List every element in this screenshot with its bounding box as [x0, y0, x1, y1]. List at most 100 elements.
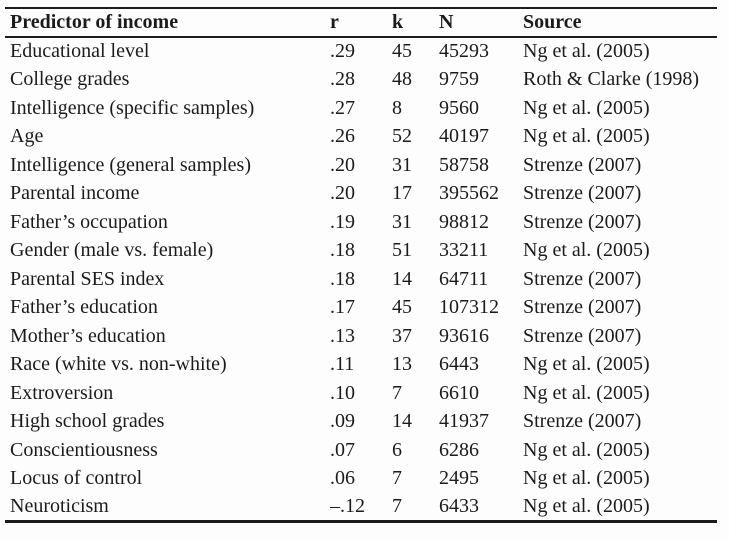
header-r: r [330, 8, 392, 38]
cell-r: .29 [330, 40, 355, 63]
cell-k: 31 [392, 153, 412, 176]
cell-k: 37 [392, 324, 412, 347]
cell-k: 45 [392, 40, 412, 63]
cell-r: .06 [330, 467, 355, 490]
cell-r: .18 [330, 267, 355, 290]
header-k: k [392, 8, 439, 38]
cell-source: Ng et al. (2005) [523, 353, 650, 376]
cell-k: 13 [392, 353, 412, 376]
cell-n: 9560 [439, 96, 479, 119]
cell-r: .17 [330, 296, 355, 319]
cell-source: Ng et al. (2005) [523, 96, 650, 119]
cell-predictor: Extroversion [10, 381, 114, 404]
cell-source: Ng et al. (2005) [523, 40, 650, 63]
cell-n: 93616 [439, 324, 489, 347]
table-row: Intelligence (specific samples) .27 8 9560 N… [5, 94, 717, 123]
cell-predictor: Race (white vs. non-white) [10, 353, 227, 376]
cell-r: .07 [330, 438, 355, 461]
table-row: Locus of control .06 7 2495 Ng et al. (2005) [5, 465, 717, 494]
cell-k: 31 [392, 210, 412, 233]
cell-source: Strenze (2007) [523, 153, 642, 176]
table-row: Neuroticism –.12 7 6433 Ng et al. (2005) [5, 493, 717, 522]
cell-predictor: High school grades [10, 410, 165, 433]
table-row: Age .26 52 40197 Ng et al. (2005) [5, 123, 717, 152]
cell-n: 6433 [439, 495, 479, 517]
cell-n: 6443 [439, 353, 479, 376]
cell-predictor: College grades [10, 68, 130, 91]
cell-source: Roth & Clarke (1998) [523, 68, 700, 91]
cell-r: .28 [330, 68, 355, 91]
table-body: Educational level .29 45 45293 Ng et al. (20… [5, 37, 717, 522]
cell-source: Strenze (2007) [523, 267, 642, 290]
cell-predictor: Educational level [10, 40, 150, 63]
table-row: Father’s education .17 45 107312 Strenze (20… [5, 294, 717, 323]
header-row: Predictor of income r k N Source [5, 8, 717, 38]
cell-n: 64711 [439, 267, 489, 290]
cell-n: 2495 [439, 467, 479, 490]
cell-n: 45293 [439, 40, 489, 63]
cell-r: .10 [330, 381, 355, 404]
cell-n: 33211 [439, 239, 489, 262]
cell-k: 52 [392, 125, 412, 148]
cell-source: Strenze (2007) [523, 410, 642, 433]
cell-r: .09 [330, 410, 355, 433]
cell-n: 98812 [439, 210, 489, 233]
cell-k: 17 [392, 182, 412, 205]
cell-source: Ng et al. (2005) [523, 239, 650, 262]
cell-source: Ng et al. (2005) [523, 438, 650, 461]
header-predictor-of-income: Predictor of income [5, 8, 330, 38]
cell-n: 6286 [439, 438, 479, 461]
table-row: Gender (male vs. female) .18 51 33211 Ng et … [5, 237, 717, 266]
cell-source: Strenze (2007) [523, 210, 642, 233]
table-row: Parental SES index .18 14 64711 Strenze (200… [5, 265, 717, 294]
table-header: Predictor of income r k N Source [5, 8, 717, 38]
income-predictors-table: Predictor of income r k N Source Educati… [5, 7, 717, 523]
cell-r: .20 [330, 182, 355, 205]
table-row: College grades .28 48 9759 Roth & Clarke (19… [5, 66, 717, 95]
table-row: Mother’s education .13 37 93616 Strenze (200… [5, 322, 717, 351]
cell-k: 7 [392, 467, 402, 490]
cell-source: Strenze (2007) [523, 324, 642, 347]
cell-predictor: Locus of control [10, 467, 143, 490]
cell-predictor: Age [10, 125, 44, 148]
cell-source: Ng et al. (2005) [523, 495, 650, 517]
cell-r: –.12 [330, 495, 365, 517]
cell-k: 14 [392, 267, 412, 290]
cell-n: 9759 [439, 68, 479, 91]
cell-k: 7 [392, 495, 402, 517]
cell-predictor: Neuroticism [10, 495, 109, 517]
cell-r: .18 [330, 239, 355, 262]
cell-r: .26 [330, 125, 355, 148]
cell-k: 51 [392, 239, 412, 262]
cell-predictor: Father’s education [10, 296, 158, 319]
cell-r: .27 [330, 96, 355, 119]
cell-r: .20 [330, 153, 355, 176]
cell-r: .13 [330, 324, 355, 347]
cell-predictor: Intelligence (specific samples) [10, 96, 255, 119]
header-n: N [439, 8, 523, 38]
cell-n: 58758 [439, 153, 489, 176]
cell-predictor: Mother’s education [10, 324, 166, 347]
cell-predictor: Father’s occupation [10, 210, 168, 233]
table-row: High school grades .09 14 41937 Strenze (200… [5, 408, 717, 437]
header-source: Source [523, 8, 717, 38]
cell-n: 107312 [439, 296, 499, 319]
cell-source: Strenze (2007) [523, 296, 642, 319]
table-row: Intelligence (general samples) .20 31 58758… [5, 151, 717, 180]
table-row: Race (white vs. non-white) .11 13 6443 Ng et… [5, 351, 717, 380]
cell-predictor: Parental income [10, 182, 140, 205]
cell-k: 48 [392, 68, 412, 91]
table-row: Extroversion .10 7 6610 Ng et al. (2005) [5, 379, 717, 408]
table-row: Father’s occupation .19 31 98812 Strenze (20… [5, 208, 717, 237]
cell-source: Strenze (2007) [523, 182, 642, 205]
cell-source: Ng et al. (2005) [523, 467, 650, 490]
cell-k: 8 [392, 96, 402, 119]
cell-predictor: Parental SES index [10, 267, 165, 290]
cell-k: 7 [392, 381, 402, 404]
cell-k: 6 [392, 438, 402, 461]
table-row: Parental income .20 17 395562 Strenze (2007) [5, 180, 717, 209]
cell-k: 45 [392, 296, 412, 319]
cell-n: 395562 [439, 182, 499, 205]
cell-predictor: Conscientiousness [10, 438, 158, 461]
